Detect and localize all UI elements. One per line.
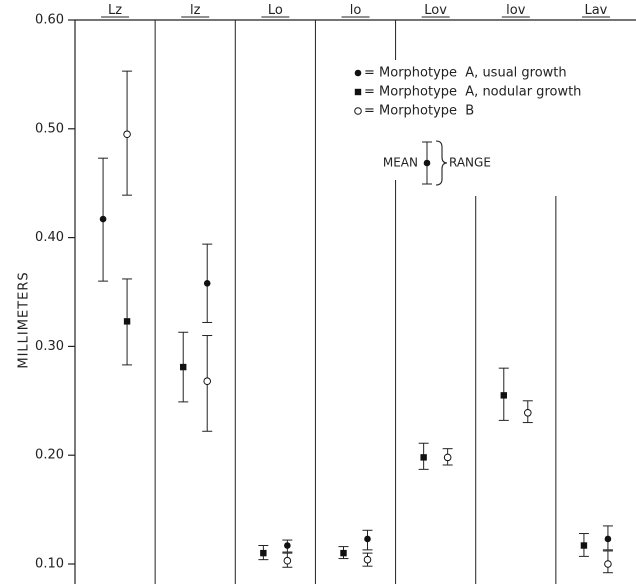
- legend-entry: = Morphotype A, nodular growth: [354, 85, 581, 100]
- legend-background: [350, 60, 562, 180]
- mean-marker: [523, 408, 532, 417]
- column-label: Lo: [268, 3, 283, 18]
- range-point: [498, 367, 509, 421]
- key-brace-icon: [435, 140, 448, 186]
- mean-range-key: MEAN RANGE: [383, 140, 491, 186]
- mean-marker: [123, 130, 131, 139]
- legend-marker: [354, 88, 362, 96]
- mean-marker: [123, 318, 131, 325]
- legend-entry: = Morphotype B: [354, 104, 474, 119]
- range-point: [602, 525, 613, 551]
- mean-marker: [364, 535, 371, 543]
- mean-marker: [443, 453, 452, 462]
- range-point: [338, 546, 349, 560]
- mean-marker: [363, 555, 372, 564]
- column-labels: Lz lz Lo lo Lov lov Lav: [101, 3, 610, 18]
- mean-marker: [203, 377, 212, 386]
- range-point: [122, 278, 133, 366]
- data-points: [98, 70, 613, 574]
- y-ticks: 0.10 0.20 0.30 0.40 0.50 0.60: [35, 13, 75, 572]
- legend-label: = Morphotype A, usual growth: [364, 66, 567, 81]
- range-point: [98, 157, 109, 282]
- y-tick-label: 0.60: [35, 13, 64, 28]
- mean-marker: [500, 392, 507, 399]
- mean-marker: [180, 363, 187, 371]
- key-range-label: RANGE: [449, 156, 491, 170]
- column-label: lo: [350, 3, 362, 18]
- y-tick-label: 0.40: [35, 230, 64, 245]
- column-label: Lav: [584, 3, 607, 18]
- y-tick-label: 0.20: [35, 448, 64, 463]
- range-point: [202, 243, 213, 323]
- range-point: [522, 400, 533, 424]
- mean-marker: [203, 279, 211, 287]
- legend-marker: [354, 69, 362, 77]
- column-label: lz: [190, 3, 201, 18]
- legend-marker: [354, 107, 362, 115]
- legend: = Morphotype A, usual growth = Morphotype…: [350, 60, 581, 186]
- column-label: lov: [506, 3, 526, 18]
- y-tick-label: 0.50: [35, 121, 64, 136]
- key-mean-marker: [423, 159, 431, 167]
- mean-marker: [284, 542, 291, 549]
- mean-marker: [340, 549, 347, 557]
- range-point: [282, 539, 293, 553]
- y-axis-label: MILLIMETERS: [17, 271, 32, 368]
- range-point: [602, 550, 613, 574]
- mean-marker: [420, 454, 427, 461]
- axes: [74, 19, 636, 584]
- column-label: Lov: [424, 3, 447, 18]
- legend-label: = Morphotype A, nodular growth: [364, 85, 581, 100]
- range-point: [578, 533, 589, 557]
- y-tick-label: 0.10: [35, 557, 64, 572]
- range-point: [178, 331, 189, 403]
- mean-marker: [99, 215, 107, 223]
- legend-entry: = Morphotype A, usual growth: [354, 66, 567, 81]
- mean-marker: [283, 556, 292, 565]
- range-point: [282, 552, 293, 568]
- mean-marker: [604, 535, 612, 543]
- range-point: [418, 442, 429, 470]
- mean-marker: [260, 549, 267, 557]
- legend-label: = Morphotype B: [364, 104, 474, 119]
- range-point: [442, 448, 453, 466]
- range-point: [122, 70, 133, 196]
- key-mean-label: MEAN: [383, 156, 418, 170]
- legend-entries: = Morphotype A, usual growth = Morphotype…: [354, 66, 581, 119]
- range-point: [362, 529, 373, 551]
- mean-marker: [580, 542, 588, 549]
- mean-marker: [604, 560, 612, 568]
- column-label: Lz: [108, 3, 122, 18]
- range-point: [362, 552, 373, 567]
- range-point: [258, 545, 269, 561]
- range-point: [202, 335, 213, 432]
- y-tick-label: 0.30: [35, 339, 64, 354]
